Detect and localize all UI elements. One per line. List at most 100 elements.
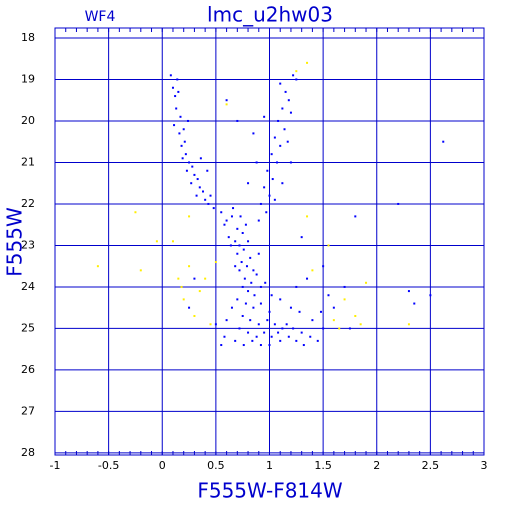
point — [259, 285, 262, 288]
point — [289, 111, 292, 114]
point — [247, 240, 250, 243]
point — [195, 194, 198, 197]
point — [252, 269, 255, 272]
point — [244, 223, 247, 226]
point — [236, 119, 239, 122]
point — [319, 310, 322, 313]
point — [238, 327, 241, 330]
point — [225, 99, 228, 102]
point — [286, 140, 289, 143]
point — [300, 236, 303, 239]
point — [268, 310, 271, 313]
chart-title: lmc_u2hw03 — [207, 3, 333, 27]
point — [185, 169, 188, 172]
point — [209, 323, 212, 326]
y-tick-label: 25 — [21, 321, 35, 334]
point — [223, 335, 226, 338]
point — [306, 277, 309, 280]
point — [413, 302, 416, 305]
point — [302, 344, 305, 347]
point — [229, 244, 232, 247]
point — [223, 223, 226, 226]
point — [204, 277, 207, 280]
y-tick-label: 21 — [21, 155, 35, 168]
point — [177, 90, 180, 93]
point — [171, 240, 174, 243]
point — [306, 215, 309, 218]
point — [295, 70, 298, 73]
point — [234, 339, 237, 342]
point — [265, 211, 268, 214]
point — [234, 265, 237, 268]
point — [270, 335, 273, 338]
point — [271, 178, 274, 181]
point — [343, 298, 346, 301]
point — [174, 95, 177, 98]
point — [249, 319, 252, 322]
point — [268, 344, 271, 347]
point — [281, 327, 284, 330]
point — [236, 298, 239, 301]
point — [227, 236, 230, 239]
point — [247, 290, 250, 293]
point — [273, 136, 276, 139]
point — [179, 115, 182, 118]
point — [354, 215, 357, 218]
point — [253, 294, 256, 297]
y-tick-label: 28 — [21, 446, 35, 459]
point — [292, 74, 295, 77]
point — [230, 215, 233, 218]
point — [245, 265, 248, 268]
point — [236, 227, 239, 230]
point — [407, 323, 410, 326]
y-tick-label: 24 — [21, 280, 35, 293]
point — [175, 107, 178, 110]
x-tick-label: -1 — [50, 459, 61, 472]
point — [264, 281, 267, 284]
point — [204, 198, 207, 201]
y-tick-label: 27 — [21, 404, 35, 417]
point — [309, 335, 312, 338]
point — [255, 273, 258, 276]
point — [242, 344, 245, 347]
point — [295, 78, 298, 81]
point — [255, 335, 258, 338]
point — [365, 281, 368, 284]
point — [300, 331, 303, 334]
y-tick-label: 23 — [21, 238, 35, 251]
point — [238, 244, 241, 247]
point — [276, 161, 279, 164]
point — [180, 144, 183, 147]
point — [171, 86, 174, 89]
point — [257, 252, 260, 255]
point — [354, 314, 357, 317]
point — [220, 344, 223, 347]
point — [284, 90, 287, 93]
x-tick-label: 1.5 — [314, 459, 332, 472]
y-axis-label: F555W — [3, 207, 27, 277]
point — [407, 290, 410, 293]
x-tick-label: 2 — [373, 459, 380, 472]
point — [188, 161, 191, 164]
point — [241, 231, 244, 234]
y-tick-label: 22 — [21, 197, 35, 210]
point — [241, 285, 244, 288]
point — [225, 319, 228, 322]
point — [244, 302, 247, 305]
point — [263, 331, 266, 334]
x-tick-label: -0.5 — [98, 459, 119, 472]
point — [198, 186, 201, 189]
point — [279, 82, 282, 85]
x-axis-label: F555W-F814W — [197, 479, 343, 503]
point — [184, 153, 187, 156]
point — [247, 331, 250, 334]
point — [281, 182, 284, 185]
point — [169, 74, 172, 77]
point — [322, 327, 325, 330]
point — [243, 277, 246, 280]
point — [442, 140, 445, 143]
point — [327, 294, 330, 297]
point — [252, 132, 255, 135]
point — [230, 306, 233, 309]
point — [239, 215, 242, 218]
